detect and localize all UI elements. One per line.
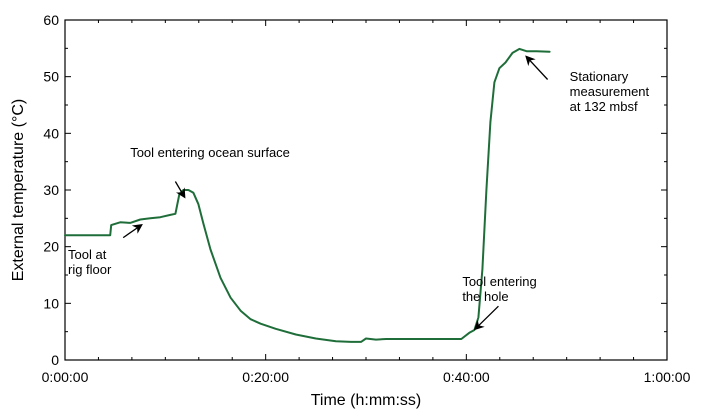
annotation-label: Stationary measurement at 132 mbsf [570,69,650,114]
annotation-label: Tool entering the hole [462,274,536,304]
x-tick-label: 0:20:00 [242,369,289,385]
y-tick-label: 0 [51,352,59,368]
annotation-arrow [174,181,186,199]
annotation-line: Tool entering [462,274,536,289]
annotation-arrow [473,305,499,331]
x-tick-label: 1:00:00 [644,369,691,385]
temperature-series-line [64,47,551,343]
x-axis: 0:00:00 0:20:00 0:40:00 1:00:00 [42,20,691,385]
annotation-label: Tool at rig floor [68,247,112,277]
annotations: Tool entering ocean surface Tool at rig fl… [68,55,650,331]
x-tick-label: 0:00:00 [42,369,89,385]
y-axis-label: External temperature (°C) [10,99,27,281]
x-axis-label: Time (h:mm:ss) [311,392,422,409]
y-axis: 0 10 20 30 40 50 60 [43,12,667,368]
y-tick-label: 10 [43,295,59,311]
annotation-label: Tool entering ocean surface [130,145,290,160]
annotation-line: the hole [462,289,508,304]
annotation-line: Tool at [68,247,107,262]
x-tick-label: 0:40:00 [443,369,490,385]
annotation-arrow [122,223,143,239]
y-tick-label: 20 [43,239,59,255]
annotation-line: rig floor [68,262,112,277]
y-tick-label: 50 [43,69,59,85]
y-tick-label: 60 [43,12,59,28]
y-tick-label: 30 [43,182,59,198]
annotation-arrow [525,55,549,80]
annotation-line: measurement [570,84,650,99]
annotation-line: Tool entering ocean surface [130,145,290,160]
annotation-line: at 132 mbsf [570,99,638,114]
annotation-line: Stationary [570,69,629,84]
y-tick-label: 40 [43,125,59,141]
